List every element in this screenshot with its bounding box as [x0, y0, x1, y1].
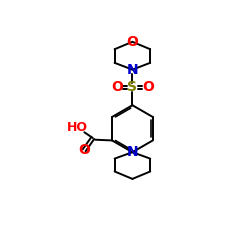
Text: O: O [78, 143, 90, 157]
Text: O: O [126, 35, 138, 49]
Text: S: S [128, 80, 138, 94]
Text: HO: HO [66, 121, 87, 134]
Text: N: N [126, 62, 138, 76]
Text: O: O [142, 80, 154, 94]
Text: N: N [126, 145, 138, 159]
Text: O: O [111, 80, 123, 94]
